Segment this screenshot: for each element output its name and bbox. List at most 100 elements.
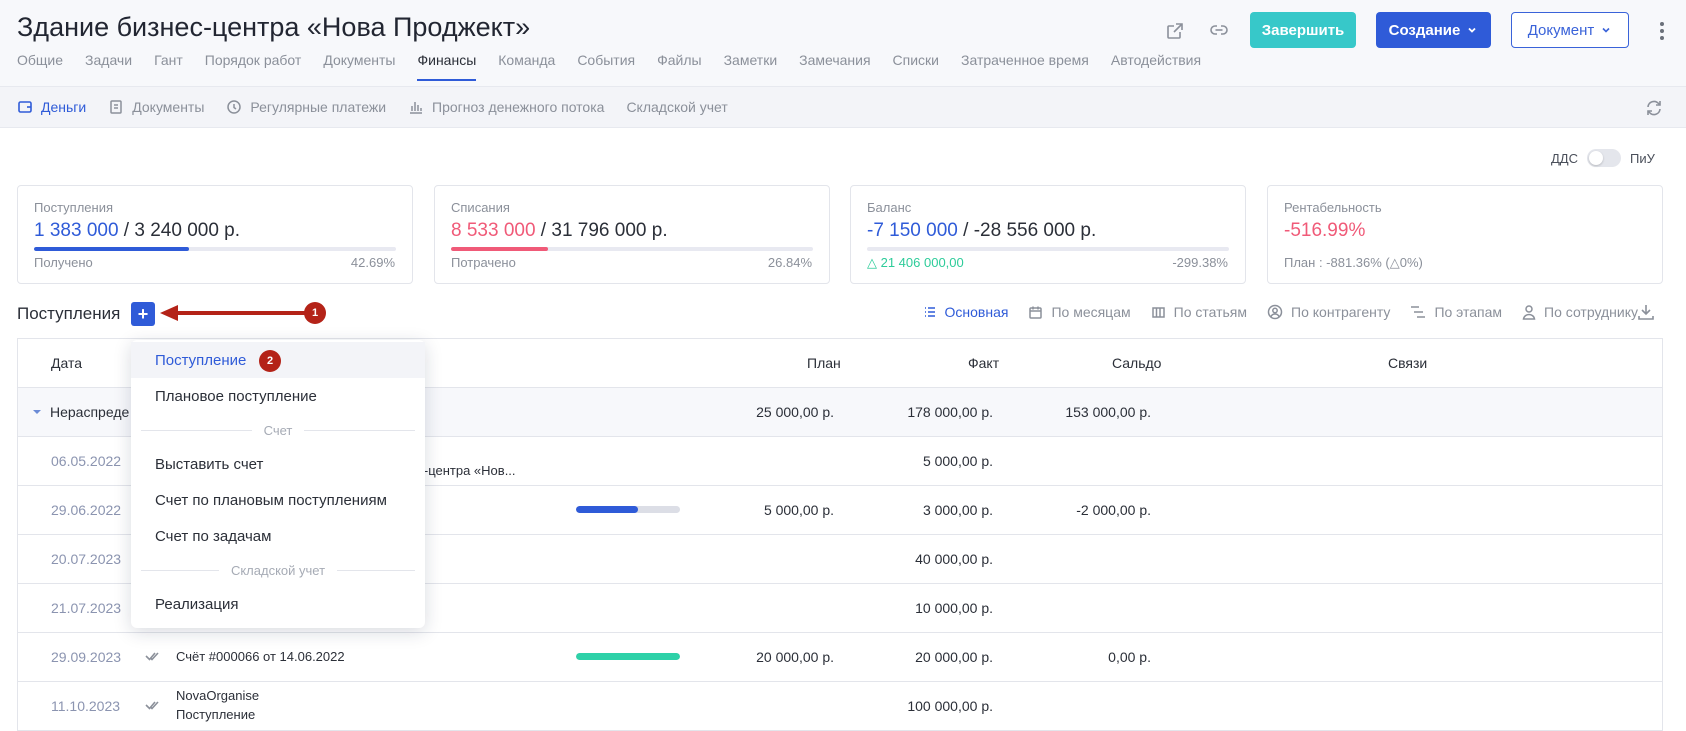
card-income-percent: 42.69%: [350, 255, 395, 270]
view-by-counterparty-label: По контрагенту: [1291, 304, 1391, 320]
table-row[interactable]: 21.07.2023 10 000,00 р.: [18, 584, 1662, 633]
row-fact: 3 000,00 р.: [922, 502, 993, 518]
download-icon[interactable]: [1637, 303, 1655, 326]
view-by-article[interactable]: По статьям: [1151, 304, 1247, 320]
row-fact: 20 000,00 р.: [915, 649, 993, 665]
menu-item-realization[interactable]: Реализация: [155, 595, 239, 613]
add-income-dropdown: Поступление 2 Плановое поступление Счет …: [131, 340, 425, 628]
view-by-stage[interactable]: По этапам: [1410, 304, 1502, 320]
view-by-employee[interactable]: По сотруднику: [1522, 304, 1638, 320]
card-balance-foot: △ 21 406 000,00: [867, 255, 964, 270]
add-income-button[interactable]: +: [131, 302, 155, 326]
subnav-warehouse[interactable]: Складской учет: [626, 99, 727, 115]
table-row[interactable]: 20.07.2023 40 000,00 р.: [18, 535, 1662, 584]
tab-lists[interactable]: Списки: [892, 52, 940, 68]
tab-team[interactable]: Команда: [498, 52, 556, 68]
toggle-switch[interactable]: [1587, 149, 1621, 167]
card-balance-bar: [867, 247, 1229, 251]
tab-files[interactable]: Файлы: [657, 52, 702, 68]
row-progress-bar: [576, 506, 680, 513]
card-income-label: Поступления: [34, 200, 114, 215]
card-income-foot: Получено: [34, 255, 93, 270]
view-by-month[interactable]: По месяцам: [1028, 304, 1131, 320]
col-fact[interactable]: Факт: [968, 355, 1000, 371]
refresh-icon[interactable]: [1645, 99, 1663, 122]
open-external-icon[interactable]: [1162, 18, 1188, 44]
user-icon: [1522, 305, 1536, 320]
chevron-down-icon: [1602, 27, 1610, 33]
card-expense-foot: Потрачено: [451, 255, 516, 270]
table-row[interactable]: 29.09.2023 Счёт #000066 от 14.06.2022 20…: [18, 633, 1662, 682]
row-fact: 100 000,00 р.: [907, 698, 993, 714]
view-by-counterparty[interactable]: По контрагенту: [1267, 304, 1390, 320]
col-links[interactable]: Связи: [1388, 355, 1428, 371]
menu-item-invoice-planned[interactable]: Счет по плановым поступлениям: [155, 491, 387, 509]
menu-item-invoice-tasks[interactable]: Счет по задачам: [155, 527, 272, 545]
more-menu-icon[interactable]: [1652, 18, 1672, 44]
section-title: Поступления: [17, 304, 121, 323]
col-saldo[interactable]: Сальдо: [1112, 355, 1162, 371]
document-button-label: Документ: [1527, 21, 1595, 39]
check-icon: [145, 652, 159, 661]
list-icon: [924, 307, 935, 317]
finish-button[interactable]: Завершить: [1250, 12, 1356, 48]
finance-subnav: Деньги Документы Регулярные платежи Прог…: [0, 86, 1686, 128]
stages-icon: [1411, 306, 1426, 318]
tab-finance[interactable]: Финансы: [417, 52, 476, 81]
tab-tasks[interactable]: Задачи: [85, 52, 133, 68]
tab-remarks[interactable]: Замечания: [799, 52, 871, 68]
page-title: Здание бизнес-центра «Нова Проджект»: [17, 12, 531, 42]
row-plan: 20 000,00 р.: [756, 649, 834, 665]
col-plan[interactable]: План: [807, 355, 841, 371]
card-balance: Баланс -7 150 000 / -28 556 000 р. △ 21 …: [850, 185, 1246, 284]
menu-item-income-label: Поступление: [155, 351, 247, 369]
create-button[interactable]: Создание: [1376, 12, 1491, 48]
row-fact: 10 000,00 р.: [915, 600, 993, 616]
view-main[interactable]: Основная: [923, 304, 1008, 320]
row-desc: знес-центра «Нов...: [397, 463, 516, 478]
card-expense: Списания 8 533 000 / 31 796 000 р. Потра…: [434, 185, 830, 284]
caret-down-icon[interactable]: [33, 408, 41, 416]
tab-general[interactable]: Общие: [17, 52, 64, 68]
tab-time-spent[interactable]: Затраченное время: [961, 52, 1089, 68]
row-fact: 40 000,00 р.: [915, 551, 993, 567]
table-row[interactable]: 06.05.2022 знес-центра «Нов... 5 000,00 …: [18, 437, 1662, 486]
view-by-article-label: По статьям: [1173, 304, 1248, 320]
group-name: Нераспреде: [50, 404, 130, 420]
project-header: Здание бизнес-центра «Нова Проджект» Зав…: [0, 0, 1686, 86]
row-desc: Счёт #000066 от 14.06.2022: [176, 649, 345, 664]
tab-automations[interactable]: Автодействия: [1110, 52, 1202, 68]
card-balance-label: Баланс: [867, 200, 912, 215]
row-saldo: 0,00 р.: [1108, 649, 1151, 665]
row-plan: 5 000,00 р.: [763, 502, 834, 518]
tab-events[interactable]: События: [577, 52, 636, 68]
row-desc-2: Поступление: [176, 707, 256, 722]
tab-documents[interactable]: Документы: [323, 52, 396, 68]
view-by-stage-label: По этапам: [1434, 304, 1503, 320]
tab-gantt[interactable]: Гант: [154, 52, 183, 68]
card-expense-percent: 26.84%: [767, 255, 812, 270]
menu-item-planned-income[interactable]: Плановое поступление: [155, 387, 317, 405]
subnav-money[interactable]: Деньги: [17, 99, 86, 115]
col-date[interactable]: Дата: [51, 355, 83, 371]
subnav-documents[interactable]: Документы: [108, 99, 204, 115]
menu-separator-invoice: Счет: [141, 422, 415, 438]
chevron-down-icon: [1468, 27, 1477, 33]
card-profitability-label: Рентабельность: [1284, 200, 1382, 215]
link-icon[interactable]: [1206, 18, 1232, 44]
card-expense-value: 8 533 000 / 31 796 000 р.: [451, 220, 668, 241]
subnav-warehouse-label: Складской учет: [626, 99, 728, 115]
columns-icon: [1151, 306, 1165, 318]
row-date: 29.09.2023: [51, 649, 122, 665]
view-by-employee-label: По сотруднику: [1544, 304, 1638, 320]
tab-notes[interactable]: Заметки: [723, 52, 778, 68]
menu-item-issue-invoice[interactable]: Выставить счет: [155, 455, 264, 473]
table-row[interactable]: 11.10.2023 NovaOrganise Поступление 100 …: [18, 682, 1662, 731]
card-income: Поступления 1 383 000 / 3 240 000 р. Пол…: [17, 185, 413, 284]
table-row[interactable]: 29.06.2022 5 000,00 р. 3 000,00 р. -2 00…: [18, 486, 1662, 535]
subnav-cashflow[interactable]: Прогноз денежного потока: [408, 99, 604, 115]
subnav-recurring[interactable]: Регулярные платежи: [226, 99, 386, 115]
annotation-badge-2: 2: [259, 350, 281, 372]
tab-workflow[interactable]: Порядок работ: [204, 52, 302, 68]
document-button[interactable]: Документ: [1511, 12, 1629, 48]
